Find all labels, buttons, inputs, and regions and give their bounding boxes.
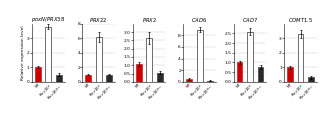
Bar [85,75,91,82]
Bar [136,64,141,82]
Bar [157,73,163,82]
Title: $\it{COMT1.5}$: $\it{COMT1.5}$ [288,16,313,24]
Bar [207,81,213,82]
Bar [237,62,243,82]
Bar [298,34,303,82]
Title: $\it{CAD6}$: $\it{CAD6}$ [191,16,208,24]
Title: $\it{poxN}$/$\it{PRX38}$: $\it{poxN}$/$\it{PRX38}$ [31,15,65,24]
Title: $\it{PRX22}$: $\it{PRX22}$ [90,16,108,24]
Y-axis label: Relative expression level: Relative expression level [21,25,25,80]
Bar [35,67,41,82]
Bar [45,27,51,82]
Title: $\it{CAD7}$: $\it{CAD7}$ [242,16,258,24]
Bar [106,75,112,82]
Bar [56,75,62,82]
Bar [197,30,203,82]
Bar [308,77,314,82]
Bar [258,67,263,82]
Bar [247,32,253,82]
Bar [287,67,293,82]
Bar [96,37,102,82]
Title: $\it{PRX2}$: $\it{PRX2}$ [141,16,157,24]
Bar [146,38,152,82]
Bar [186,79,192,82]
